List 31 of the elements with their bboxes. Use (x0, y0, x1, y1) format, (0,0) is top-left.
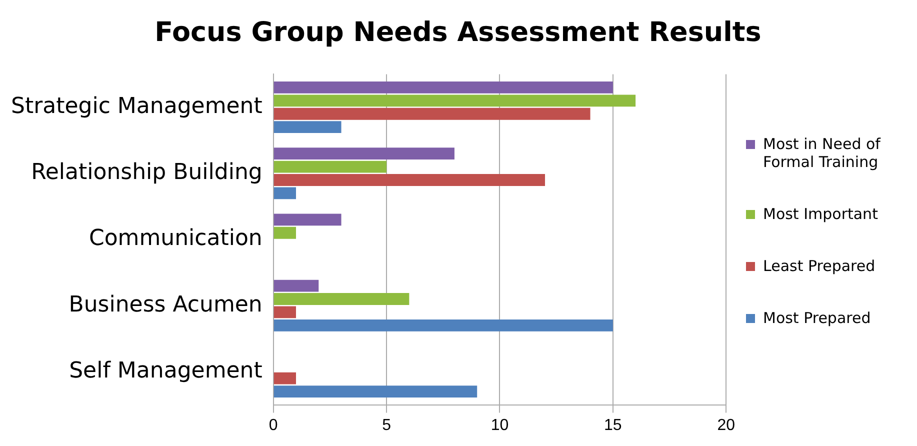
y-tick-label: Strategic Management (10, 94, 263, 119)
bar (274, 94, 636, 107)
bar (274, 293, 410, 305)
bar (274, 160, 387, 173)
bar (274, 108, 590, 120)
bar (274, 320, 613, 332)
y-tick-label: Self Management (69, 358, 263, 384)
bar (274, 226, 296, 239)
bar (274, 214, 342, 226)
x-tick-label: 20 (717, 416, 736, 434)
y-tick-label: Business Acumen (68, 292, 262, 318)
legend-label: Most Important (763, 205, 879, 223)
bar (274, 81, 613, 94)
x-tick-label: 10 (490, 416, 509, 434)
bar (274, 121, 342, 134)
legend-label: Most Prepared (763, 309, 872, 327)
x-tick-label: 15 (604, 416, 622, 434)
bar (274, 148, 454, 160)
chart-title: Focus Group Needs Assessment Results (154, 16, 762, 50)
bar (274, 306, 296, 318)
bar (274, 174, 546, 186)
legend-label: Most in Need of Formal Training (763, 135, 882, 171)
bar (274, 372, 296, 384)
legend-label: Least Prepared (763, 257, 876, 275)
x-tick-label: 5 (382, 416, 392, 434)
y-tick-label: Communication (88, 226, 262, 252)
bar (274, 187, 296, 200)
bar (274, 386, 478, 398)
bar (274, 280, 319, 292)
x-tick-label: 0 (268, 416, 278, 434)
y-tick-label: Relationship Building (31, 160, 262, 186)
